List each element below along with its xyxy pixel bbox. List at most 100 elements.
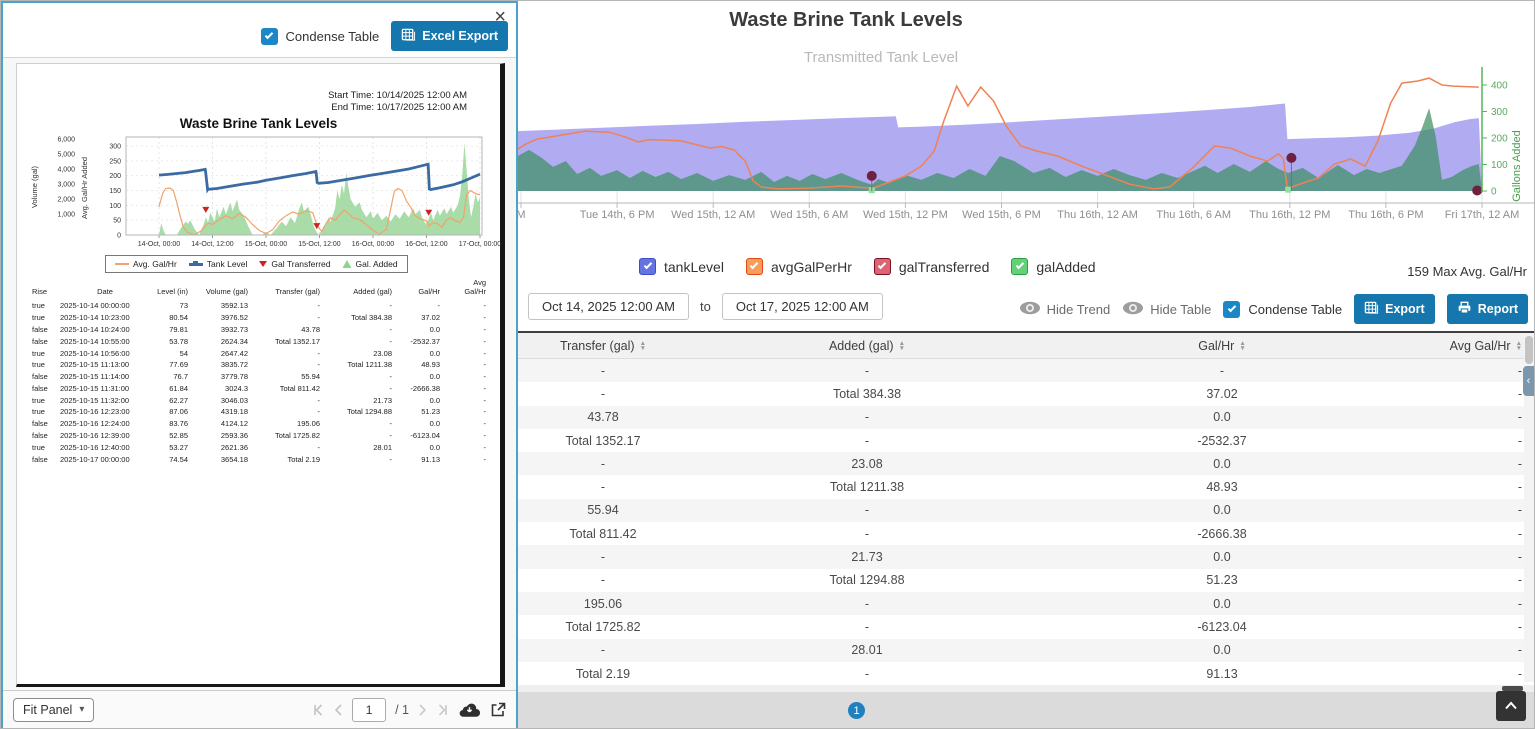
table-cell: 48.93 bbox=[1044, 475, 1400, 498]
report-table-cell: 53.78 bbox=[153, 335, 191, 347]
table-row[interactable]: Total 2.19-91.13- bbox=[516, 662, 1534, 685]
report-table-cell: true bbox=[29, 312, 57, 324]
table-row[interactable]: 195.06-0.0- bbox=[516, 592, 1534, 615]
sort-icon: ▲▼ bbox=[1239, 341, 1245, 351]
table-row[interactable]: Total 811.42--2666.38- bbox=[516, 522, 1534, 545]
tank-levels-chart[interactable]: MTue 14th, 6 PMWed 15th, 12 AMWed 15th, … bbox=[516, 61, 1535, 233]
report-table-cell: - bbox=[323, 300, 395, 312]
report-chart: 30025020015010050014-Oct, 00:0014-Oct, 1… bbox=[27, 132, 505, 254]
report-table-cell: 2025-10-16 12:40:00 bbox=[57, 441, 153, 453]
hide-trend-button[interactable]: Hide Trend bbox=[1019, 301, 1111, 318]
report-table-cell: - bbox=[443, 418, 489, 430]
sort-icon: ▲▼ bbox=[1516, 341, 1522, 351]
date-from-input[interactable]: Oct 14, 2025 12:00 AM bbox=[528, 293, 689, 320]
table-row[interactable]: Total 1352.17--2532.37- bbox=[516, 429, 1534, 452]
table-cell: - bbox=[690, 429, 1044, 452]
condense-table-label: Condense Table bbox=[1248, 302, 1342, 317]
report-table-cell: - bbox=[323, 382, 395, 394]
table-row[interactable]: -23.080.0- bbox=[516, 452, 1534, 475]
table-row[interactable]: -Total 1294.8851.23- bbox=[516, 569, 1534, 592]
legend-checkbox-galTransferred[interactable]: galTransferred bbox=[874, 258, 990, 275]
table-cell: 0.0 bbox=[1044, 639, 1400, 662]
report-table-cell: 48.93 bbox=[395, 359, 443, 371]
report-column-header: Transfer (gal) bbox=[251, 278, 323, 300]
table-row[interactable]: -28.010.0- bbox=[516, 639, 1534, 662]
legend-checkbox-galAdded[interactable]: galAdded bbox=[1011, 258, 1095, 275]
report-table-cell: 3024.3 bbox=[191, 382, 251, 394]
table-row[interactable]: 43.78-0.0- bbox=[516, 406, 1534, 429]
scrollbar-thumb[interactable] bbox=[1525, 336, 1533, 364]
excel-export-button[interactable]: Excel Export bbox=[391, 21, 508, 51]
column-header[interactable]: Transfer (gal)▲▼ bbox=[516, 333, 690, 358]
date-to-input[interactable]: Oct 17, 2025 12:00 AM bbox=[722, 293, 883, 320]
condense-table-checkbox[interactable]: Condense Table bbox=[1223, 301, 1342, 318]
table-row[interactable]: Total 1725.82--6123.04- bbox=[516, 615, 1534, 638]
report-table-cell: - bbox=[251, 406, 323, 418]
report-table-cell: 2647.42 bbox=[191, 347, 251, 359]
legend-label: avgGalPerHr bbox=[771, 259, 852, 275]
report-table-cell: - bbox=[251, 300, 323, 312]
fit-panel-label: Fit Panel bbox=[23, 703, 72, 717]
previous-page-icon[interactable] bbox=[334, 704, 343, 716]
modal-condense-checkbox[interactable]: Condense Table bbox=[261, 28, 380, 45]
report-label: Report bbox=[1478, 302, 1518, 316]
collapse-panel-tab[interactable]: ‹ bbox=[1523, 366, 1534, 396]
report-legend-label: Gal. Added bbox=[355, 259, 397, 269]
report-table-cell: 195.06 bbox=[251, 418, 323, 430]
column-header[interactable]: Gal/Hr▲▼ bbox=[1044, 333, 1400, 358]
svg-text:Wed 15th, 6 AM: Wed 15th, 6 AM bbox=[770, 209, 848, 221]
table-row[interactable]: 55.94-0.0- bbox=[516, 499, 1534, 522]
table-cell: - bbox=[1400, 359, 1534, 382]
report-column-header: Avg Gal/Hr bbox=[443, 278, 489, 300]
report-chart-title: Waste Brine Tank Levels bbox=[17, 116, 500, 131]
modal-toolbar: Fit Panel ▾ / 1 bbox=[3, 690, 516, 728]
legend-checkbox-avgGalPerHr[interactable]: avgGalPerHr bbox=[746, 258, 852, 275]
last-page-icon[interactable] bbox=[436, 704, 449, 716]
checkbox-checked-icon bbox=[1223, 301, 1240, 318]
table-cell: 195.06 bbox=[516, 592, 690, 615]
report-table-cell: 4319.18 bbox=[191, 406, 251, 418]
svg-text:100: 100 bbox=[109, 203, 121, 210]
table-cell: - bbox=[1044, 359, 1400, 382]
page-number-input[interactable] bbox=[352, 698, 386, 722]
table-row[interactable]: ---- bbox=[516, 359, 1534, 382]
spreadsheet-icon bbox=[401, 27, 416, 45]
horizontal-scrollbar[interactable] bbox=[516, 685, 1534, 692]
download-cloud-icon[interactable] bbox=[458, 702, 481, 718]
report-table-cell: - bbox=[443, 406, 489, 418]
report-table-cell: 2025-10-14 10:23:00 bbox=[57, 312, 153, 324]
column-header[interactable]: Added (gal)▲▼ bbox=[690, 333, 1044, 358]
table-footer: 1 bbox=[516, 692, 1534, 728]
report-table-cell: 0.0 bbox=[395, 371, 443, 383]
table-cell: - bbox=[1400, 545, 1534, 568]
fit-panel-dropdown[interactable]: Fit Panel ▾ bbox=[13, 698, 94, 722]
report-table-cell: false bbox=[29, 382, 57, 394]
report-table-cell: - bbox=[323, 418, 395, 430]
column-header[interactable]: Avg Gal/Hr▲▼ bbox=[1400, 333, 1534, 358]
table-row[interactable]: -Total 384.3837.02- bbox=[516, 382, 1534, 405]
report-table-cell: Total 1725.82 bbox=[251, 430, 323, 442]
scroll-to-top-button[interactable] bbox=[1496, 691, 1526, 721]
svg-text:16-Oct, 00:00: 16-Oct, 00:00 bbox=[352, 241, 395, 248]
report-table-cell: false bbox=[29, 335, 57, 347]
open-external-icon[interactable] bbox=[490, 702, 506, 718]
svg-text:100: 100 bbox=[1491, 160, 1508, 171]
table-row[interactable]: -21.730.0- bbox=[516, 545, 1534, 568]
table-cell: - bbox=[1400, 592, 1534, 615]
legend-checkbox-tankLevel[interactable]: tankLevel bbox=[639, 258, 724, 275]
report-table-cell: true bbox=[29, 394, 57, 406]
table-cell: 28.01 bbox=[690, 639, 1044, 662]
report-table-cell: 3976.52 bbox=[191, 312, 251, 324]
export-button[interactable]: Export bbox=[1354, 294, 1435, 324]
hide-table-button[interactable]: Hide Table bbox=[1122, 301, 1211, 318]
report-table-cell: - bbox=[443, 359, 489, 371]
svg-text:4,000: 4,000 bbox=[57, 167, 75, 174]
report-button[interactable]: Report bbox=[1447, 294, 1528, 324]
next-page-icon[interactable] bbox=[418, 704, 427, 716]
table-cell: - bbox=[690, 499, 1044, 522]
first-page-icon[interactable] bbox=[312, 704, 325, 716]
pagination-page-button[interactable]: 1 bbox=[848, 702, 865, 719]
svg-text:200: 200 bbox=[1491, 134, 1508, 145]
table-row[interactable]: -Total 1211.3848.93- bbox=[516, 475, 1534, 498]
report-table-cell: 79.81 bbox=[153, 324, 191, 336]
